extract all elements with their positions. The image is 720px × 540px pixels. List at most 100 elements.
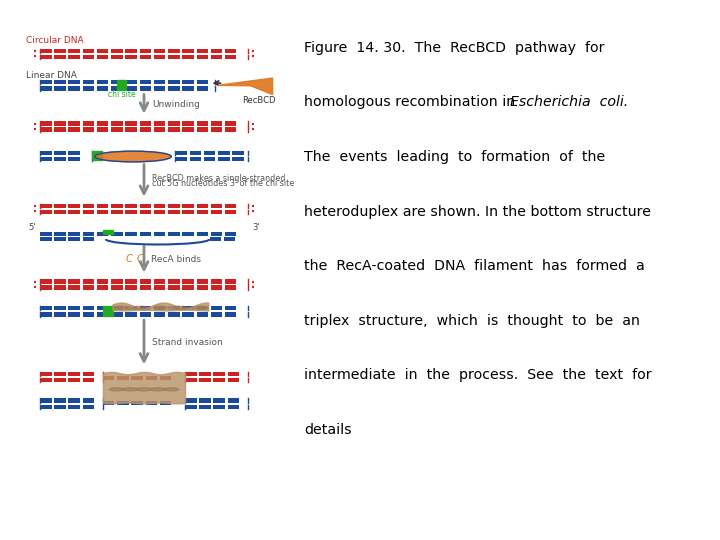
- Bar: [225, 49, 236, 53]
- Bar: [83, 232, 94, 237]
- Bar: [168, 127, 179, 132]
- Bar: [111, 122, 122, 126]
- Bar: [197, 127, 208, 132]
- Bar: [68, 399, 80, 403]
- Bar: [68, 286, 80, 290]
- Bar: [40, 232, 52, 237]
- Bar: [182, 210, 194, 214]
- Bar: [225, 204, 236, 208]
- Bar: [154, 86, 166, 91]
- Bar: [54, 157, 66, 161]
- Bar: [83, 312, 94, 316]
- Bar: [40, 286, 52, 290]
- Ellipse shape: [150, 388, 165, 391]
- Bar: [125, 279, 137, 284]
- Text: Strand invasion: Strand invasion: [152, 338, 223, 347]
- Polygon shape: [218, 78, 273, 94]
- Bar: [228, 404, 239, 409]
- Bar: [54, 404, 66, 409]
- Bar: [168, 80, 179, 84]
- Bar: [125, 122, 137, 126]
- Bar: [225, 55, 236, 59]
- Ellipse shape: [164, 388, 179, 391]
- Bar: [97, 204, 109, 208]
- Bar: [182, 312, 194, 316]
- Bar: [54, 210, 66, 214]
- Text: Unwinding: Unwinding: [152, 99, 200, 109]
- Bar: [54, 204, 66, 208]
- Bar: [211, 55, 222, 59]
- Bar: [182, 306, 194, 310]
- Bar: [40, 404, 52, 409]
- Bar: [68, 49, 80, 53]
- Bar: [111, 49, 122, 53]
- Bar: [154, 204, 166, 208]
- Bar: [54, 55, 66, 59]
- Bar: [140, 312, 151, 316]
- Bar: [197, 286, 208, 290]
- Bar: [68, 232, 80, 237]
- Text: Escherichia  coli.: Escherichia coli.: [510, 95, 629, 109]
- Bar: [54, 80, 66, 84]
- Bar: [97, 312, 109, 316]
- Bar: [83, 286, 94, 290]
- Bar: [83, 237, 94, 241]
- Bar: [176, 157, 187, 161]
- Bar: [68, 204, 80, 208]
- Bar: [211, 286, 222, 290]
- Bar: [182, 86, 194, 91]
- Bar: [211, 204, 222, 208]
- Bar: [125, 49, 137, 53]
- Bar: [97, 55, 109, 59]
- Text: RecBCD: RecBCD: [242, 97, 276, 105]
- Bar: [197, 80, 208, 84]
- Bar: [182, 279, 194, 284]
- Bar: [218, 151, 230, 155]
- Bar: [168, 86, 179, 91]
- Bar: [154, 127, 166, 132]
- Bar: [83, 404, 94, 409]
- Bar: [54, 232, 66, 237]
- Bar: [225, 306, 236, 310]
- Bar: [68, 151, 80, 155]
- Bar: [154, 312, 166, 316]
- Bar: [228, 378, 239, 382]
- Bar: [54, 49, 66, 53]
- Bar: [211, 312, 222, 316]
- Bar: [54, 127, 66, 132]
- Bar: [97, 86, 109, 91]
- Bar: [197, 204, 208, 208]
- Bar: [40, 204, 52, 208]
- Bar: [125, 80, 137, 84]
- Text: intermediate  in  the  process.  See  the  text  for: intermediate in the process. See the tex…: [304, 368, 652, 382]
- Bar: [83, 80, 94, 84]
- Bar: [154, 279, 166, 284]
- Ellipse shape: [109, 388, 124, 391]
- Bar: [197, 122, 208, 126]
- Bar: [140, 279, 151, 284]
- Bar: [132, 401, 143, 405]
- Bar: [68, 86, 80, 91]
- Bar: [140, 210, 151, 214]
- Bar: [111, 306, 122, 310]
- Bar: [97, 49, 109, 53]
- Bar: [154, 55, 166, 59]
- Bar: [197, 210, 208, 214]
- Text: The  events  leading  to  formation  of  the: The events leading to formation of the: [304, 150, 606, 164]
- Bar: [68, 372, 80, 376]
- Ellipse shape: [95, 151, 171, 162]
- Bar: [185, 404, 197, 409]
- Text: triplex  structure,  which  is  thought  to  be  an: triplex structure, which is thought to b…: [304, 314, 640, 328]
- Bar: [111, 204, 122, 208]
- Bar: [68, 80, 80, 84]
- Bar: [97, 210, 109, 214]
- Bar: [197, 49, 208, 53]
- Ellipse shape: [123, 388, 138, 391]
- Bar: [125, 312, 137, 316]
- Bar: [182, 204, 194, 208]
- Bar: [103, 401, 114, 405]
- Ellipse shape: [174, 306, 187, 309]
- Bar: [154, 49, 166, 53]
- Bar: [92, 156, 102, 160]
- Bar: [214, 378, 225, 382]
